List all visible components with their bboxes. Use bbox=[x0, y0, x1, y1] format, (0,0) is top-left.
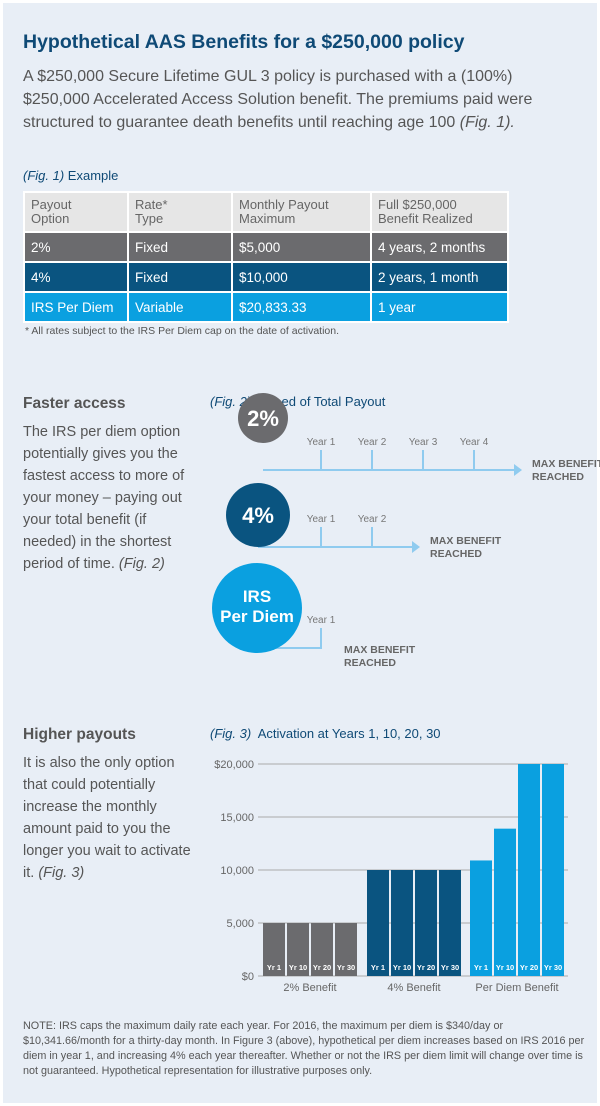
cell: $10,000 bbox=[231, 261, 372, 293]
bar-label: Yr 1 bbox=[371, 963, 385, 972]
bar-label: Yr 30 bbox=[337, 963, 355, 972]
faster-heading: Faster access bbox=[23, 395, 126, 412]
cell: 2 years, 1 month bbox=[370, 261, 509, 293]
header-cell: Rate* Type bbox=[127, 191, 233, 233]
fig1-ref: (Fig. 1) bbox=[23, 168, 65, 183]
table-header: Payout Option Rate* Type Monthly Payout Max… bbox=[23, 191, 509, 233]
bar bbox=[335, 923, 357, 976]
bar-label: Yr 20 bbox=[313, 963, 331, 972]
bar bbox=[518, 764, 540, 976]
option-label: 4% bbox=[242, 503, 274, 528]
bar-label: Yr 10 bbox=[289, 963, 307, 972]
option-circle bbox=[212, 563, 302, 653]
cell: 4% bbox=[23, 261, 129, 293]
cell: $5,000 bbox=[231, 231, 372, 263]
cell: Fixed bbox=[127, 231, 233, 263]
fig2-caption: (Fig. 2) Speed of Total Payout bbox=[210, 394, 386, 409]
year-label: Year 4 bbox=[460, 437, 489, 448]
year-label: Year 1 bbox=[307, 437, 336, 448]
higher-section: Higher payouts It is also the only optio… bbox=[23, 726, 193, 884]
y-tick-label: $0 bbox=[242, 971, 254, 983]
bar bbox=[439, 870, 461, 976]
cell: Variable bbox=[127, 291, 233, 323]
table-footnote: * All rates subject to the IRS Per Diem … bbox=[25, 325, 340, 337]
bar bbox=[494, 828, 516, 976]
fig3-caption: (Fig. 3) Activation at Years 1, 10, 20, … bbox=[210, 726, 441, 741]
infographic-panel: Hypothetical AAS Benefits for a $250,000… bbox=[3, 3, 600, 1103]
y-tick-label: 15,000 bbox=[220, 812, 254, 824]
header-cell: Full $250,000 Benefit Realized bbox=[370, 191, 509, 233]
year-label: Year 1 bbox=[307, 514, 336, 525]
table-row: IRS Per Diem Variable $20,833.33 1 year bbox=[23, 291, 509, 323]
bar-label: Yr 10 bbox=[496, 963, 514, 972]
bar-label: Yr 20 bbox=[417, 963, 435, 972]
bar-label: Yr 30 bbox=[544, 963, 562, 972]
max-benefit-label: MAX BENEFIT bbox=[532, 458, 600, 470]
bar bbox=[367, 870, 389, 976]
table-row: 4% Fixed $10,000 2 years, 1 month bbox=[23, 261, 509, 293]
bar bbox=[311, 923, 333, 976]
max-benefit-label: REACHED bbox=[532, 471, 584, 483]
category-label: 4% Benefit bbox=[387, 982, 440, 994]
cell: $20,833.33 bbox=[231, 291, 372, 323]
max-benefit-label: MAX BENEFIT bbox=[430, 535, 502, 547]
bar-label: Yr 10 bbox=[393, 963, 411, 972]
header-cell: Monthly Payout Maximum bbox=[231, 191, 372, 233]
bar-label: Yr 30 bbox=[441, 963, 459, 972]
option-circle bbox=[226, 483, 290, 547]
header-cell: Payout Option bbox=[23, 191, 129, 233]
cell: 2% bbox=[23, 231, 129, 263]
year-label: Year 3 bbox=[409, 437, 438, 448]
bar bbox=[263, 923, 285, 976]
fig1-caption: (Fig. 1) Example bbox=[23, 168, 118, 183]
max-benefit-label: MAX BENEFIT bbox=[344, 644, 416, 656]
higher-heading: Higher payouts bbox=[23, 726, 136, 743]
option-label: Per Diem bbox=[220, 607, 294, 626]
max-benefit-label: REACHED bbox=[430, 548, 482, 560]
category-label: 2% Benefit bbox=[283, 982, 336, 994]
arrow-icon bbox=[412, 541, 420, 553]
intro-text: A $250,000 Secure Lifetime GUL 3 policy … bbox=[23, 65, 583, 134]
faster-text: The IRS per diem option potentially give… bbox=[23, 424, 185, 572]
bar bbox=[287, 923, 309, 976]
bar-label: Yr 1 bbox=[474, 963, 488, 972]
bar bbox=[542, 764, 564, 976]
fig2-diagram: Year 1 Year 2 Year 3 Year 42%MAX BENEFITREA… bbox=[212, 393, 600, 669]
intro-body: A $250,000 Secure Lifetime GUL 3 policy … bbox=[23, 68, 533, 131]
bar-label: Yr 1 bbox=[267, 963, 281, 972]
option-label: IRS bbox=[243, 587, 271, 606]
option-circle bbox=[238, 393, 288, 443]
y-tick-label: $20,000 bbox=[214, 759, 254, 771]
fig1-label: Example bbox=[67, 168, 119, 183]
year-label: Year 1 bbox=[307, 615, 336, 626]
option-label: 2% bbox=[247, 406, 279, 431]
y-tick-label: 10,000 bbox=[220, 865, 254, 877]
payout-table: Payout Option Rate* Type Monthly Payout Max… bbox=[23, 191, 509, 323]
bar bbox=[391, 870, 413, 976]
cell: IRS Per Diem bbox=[23, 291, 129, 323]
cell: 1 year bbox=[370, 291, 509, 323]
higher-text: It is also the only option that could po… bbox=[23, 755, 191, 881]
faster-section: Faster access The IRS per diem option po… bbox=[23, 395, 203, 575]
year-label: Year 2 bbox=[358, 514, 387, 525]
max-benefit-label: REACHED bbox=[344, 657, 396, 669]
note-text: NOTE: IRS caps the maximum daily rate ea… bbox=[23, 1020, 585, 1077]
bar-label: Yr 20 bbox=[520, 963, 538, 972]
arrow-icon bbox=[514, 464, 522, 476]
page-title: Hypothetical AAS Benefits for a $250,000… bbox=[23, 31, 465, 53]
category-label: Per Diem Benefit bbox=[475, 982, 558, 994]
bar bbox=[470, 860, 492, 976]
table-row: 2% Fixed $5,000 4 years, 2 months bbox=[23, 231, 509, 263]
bar bbox=[415, 870, 437, 976]
intro-fig-ref: (Fig. 1). bbox=[459, 114, 515, 131]
y-tick-label: 5,000 bbox=[226, 918, 254, 930]
cell: Fixed bbox=[127, 261, 233, 293]
cell: 4 years, 2 months bbox=[370, 231, 509, 263]
year-label: Year 2 bbox=[358, 437, 387, 448]
fig3-chart: $0 5,000 10,000 15,000 $20,000 Yr 1 Yr 10 Yr 20… bbox=[214, 759, 568, 994]
